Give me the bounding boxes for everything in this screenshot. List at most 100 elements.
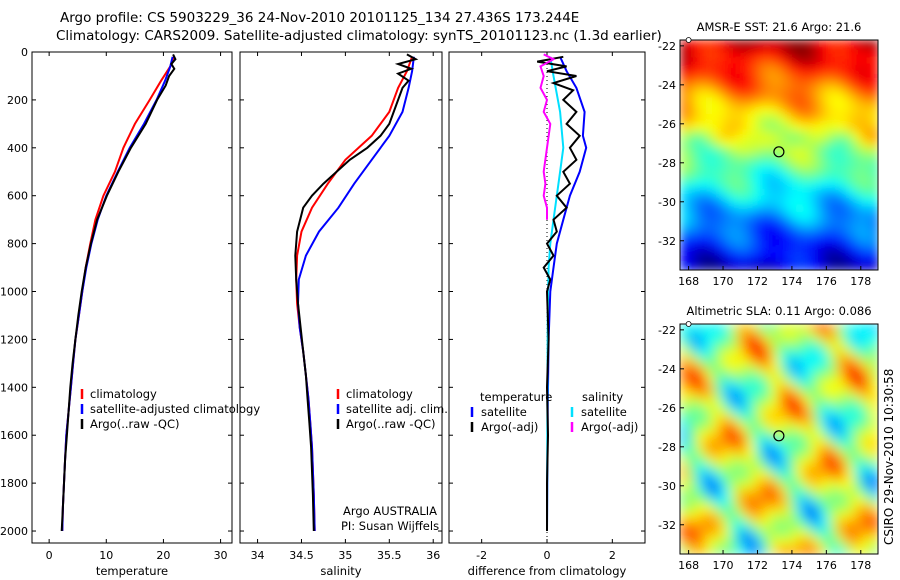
map-cell	[787, 340, 797, 350]
map-cell	[803, 89, 814, 99]
map-cell	[795, 422, 805, 432]
map-cell	[696, 204, 706, 214]
map-cell	[746, 348, 756, 358]
map-cell	[787, 471, 797, 482]
map-cell	[696, 237, 706, 247]
map-cell	[737, 155, 748, 165]
map-cell	[713, 187, 723, 198]
map-cell	[754, 81, 764, 91]
map-cell	[812, 463, 822, 473]
map-cell	[861, 365, 871, 375]
map-cell	[680, 496, 690, 506]
map-cell	[853, 545, 863, 554]
map-cell	[721, 155, 731, 165]
map-cell	[696, 40, 706, 50]
map-cell	[845, 381, 855, 391]
map-cell	[737, 397, 748, 408]
map-cell	[861, 237, 871, 247]
map-cell	[812, 155, 822, 165]
map-cell	[696, 105, 706, 115]
map-cell	[787, 496, 797, 506]
map-cell	[836, 406, 847, 416]
map-cell	[861, 228, 871, 239]
map-cell	[845, 155, 855, 165]
map-cell	[812, 220, 822, 230]
map-cell	[762, 261, 772, 270]
map-cell	[688, 97, 698, 107]
map-cell	[696, 332, 706, 342]
map-cell	[737, 414, 748, 424]
map-cell	[828, 138, 838, 148]
map-cell	[779, 113, 789, 124]
map-cell	[770, 463, 781, 473]
map-cell	[820, 389, 830, 399]
map-cell	[770, 81, 781, 91]
map-cell	[828, 406, 838, 416]
map-cell	[836, 545, 847, 554]
map-cell	[688, 89, 698, 99]
map-cell	[688, 471, 698, 482]
map-cell	[869, 122, 878, 132]
map-cell	[737, 480, 748, 490]
map-cell	[820, 348, 830, 358]
map-cell	[704, 463, 715, 473]
map-cell	[845, 138, 855, 148]
map-cell	[803, 105, 814, 115]
map-cell	[762, 113, 772, 124]
map-field	[680, 40, 878, 270]
map-cell	[836, 261, 847, 270]
map-cell	[762, 179, 772, 189]
map-cell	[779, 324, 789, 334]
map-cell	[836, 204, 847, 214]
map-cell	[713, 122, 723, 132]
map-cell	[754, 397, 764, 408]
map-cell	[812, 204, 822, 214]
map-cell	[828, 97, 838, 107]
map-cell	[869, 348, 878, 358]
map-cell	[746, 389, 756, 399]
map-cell	[779, 332, 789, 342]
map-cell	[828, 332, 838, 342]
y-tick-label: -22	[658, 324, 676, 337]
map-cell	[828, 105, 838, 115]
map-cell	[746, 220, 756, 230]
map-cell	[721, 187, 731, 198]
map-cell	[820, 261, 830, 270]
map-cell	[704, 512, 715, 523]
map-cell	[746, 488, 756, 498]
map-title: Altimetric SLA: 0.11 Argo: 0.086	[686, 304, 871, 318]
map-cell	[828, 245, 838, 255]
map-cell	[696, 228, 706, 239]
map-cell	[836, 414, 847, 424]
map-cell	[770, 496, 781, 506]
map-cell	[869, 163, 878, 173]
map-cell	[803, 414, 814, 424]
map-cell	[746, 40, 756, 50]
map-cell	[803, 146, 814, 156]
map-cell	[869, 261, 878, 270]
map-cell	[812, 228, 822, 239]
x-tick-label: 34.5	[289, 549, 314, 562]
map-cell	[779, 130, 789, 140]
map-cell	[779, 496, 789, 506]
map-cell	[845, 81, 855, 91]
map-cell	[795, 146, 805, 156]
map-cell	[869, 430, 878, 440]
map-cell	[787, 430, 797, 440]
map-cell	[729, 204, 739, 214]
map-cell	[812, 406, 822, 416]
map-cell	[853, 89, 863, 99]
map-cell	[754, 253, 764, 263]
map-cell	[746, 187, 756, 198]
map-cell	[861, 356, 871, 367]
map-cell	[836, 496, 847, 506]
map-cell	[729, 389, 739, 399]
map-cell	[704, 146, 715, 156]
y-tick-label: 1200	[0, 333, 28, 346]
map-cell	[803, 245, 814, 255]
map-cell	[820, 365, 830, 375]
map-cell	[787, 463, 797, 473]
map-cell	[704, 212, 715, 222]
map-cell	[812, 356, 822, 367]
map-cell	[828, 389, 838, 399]
